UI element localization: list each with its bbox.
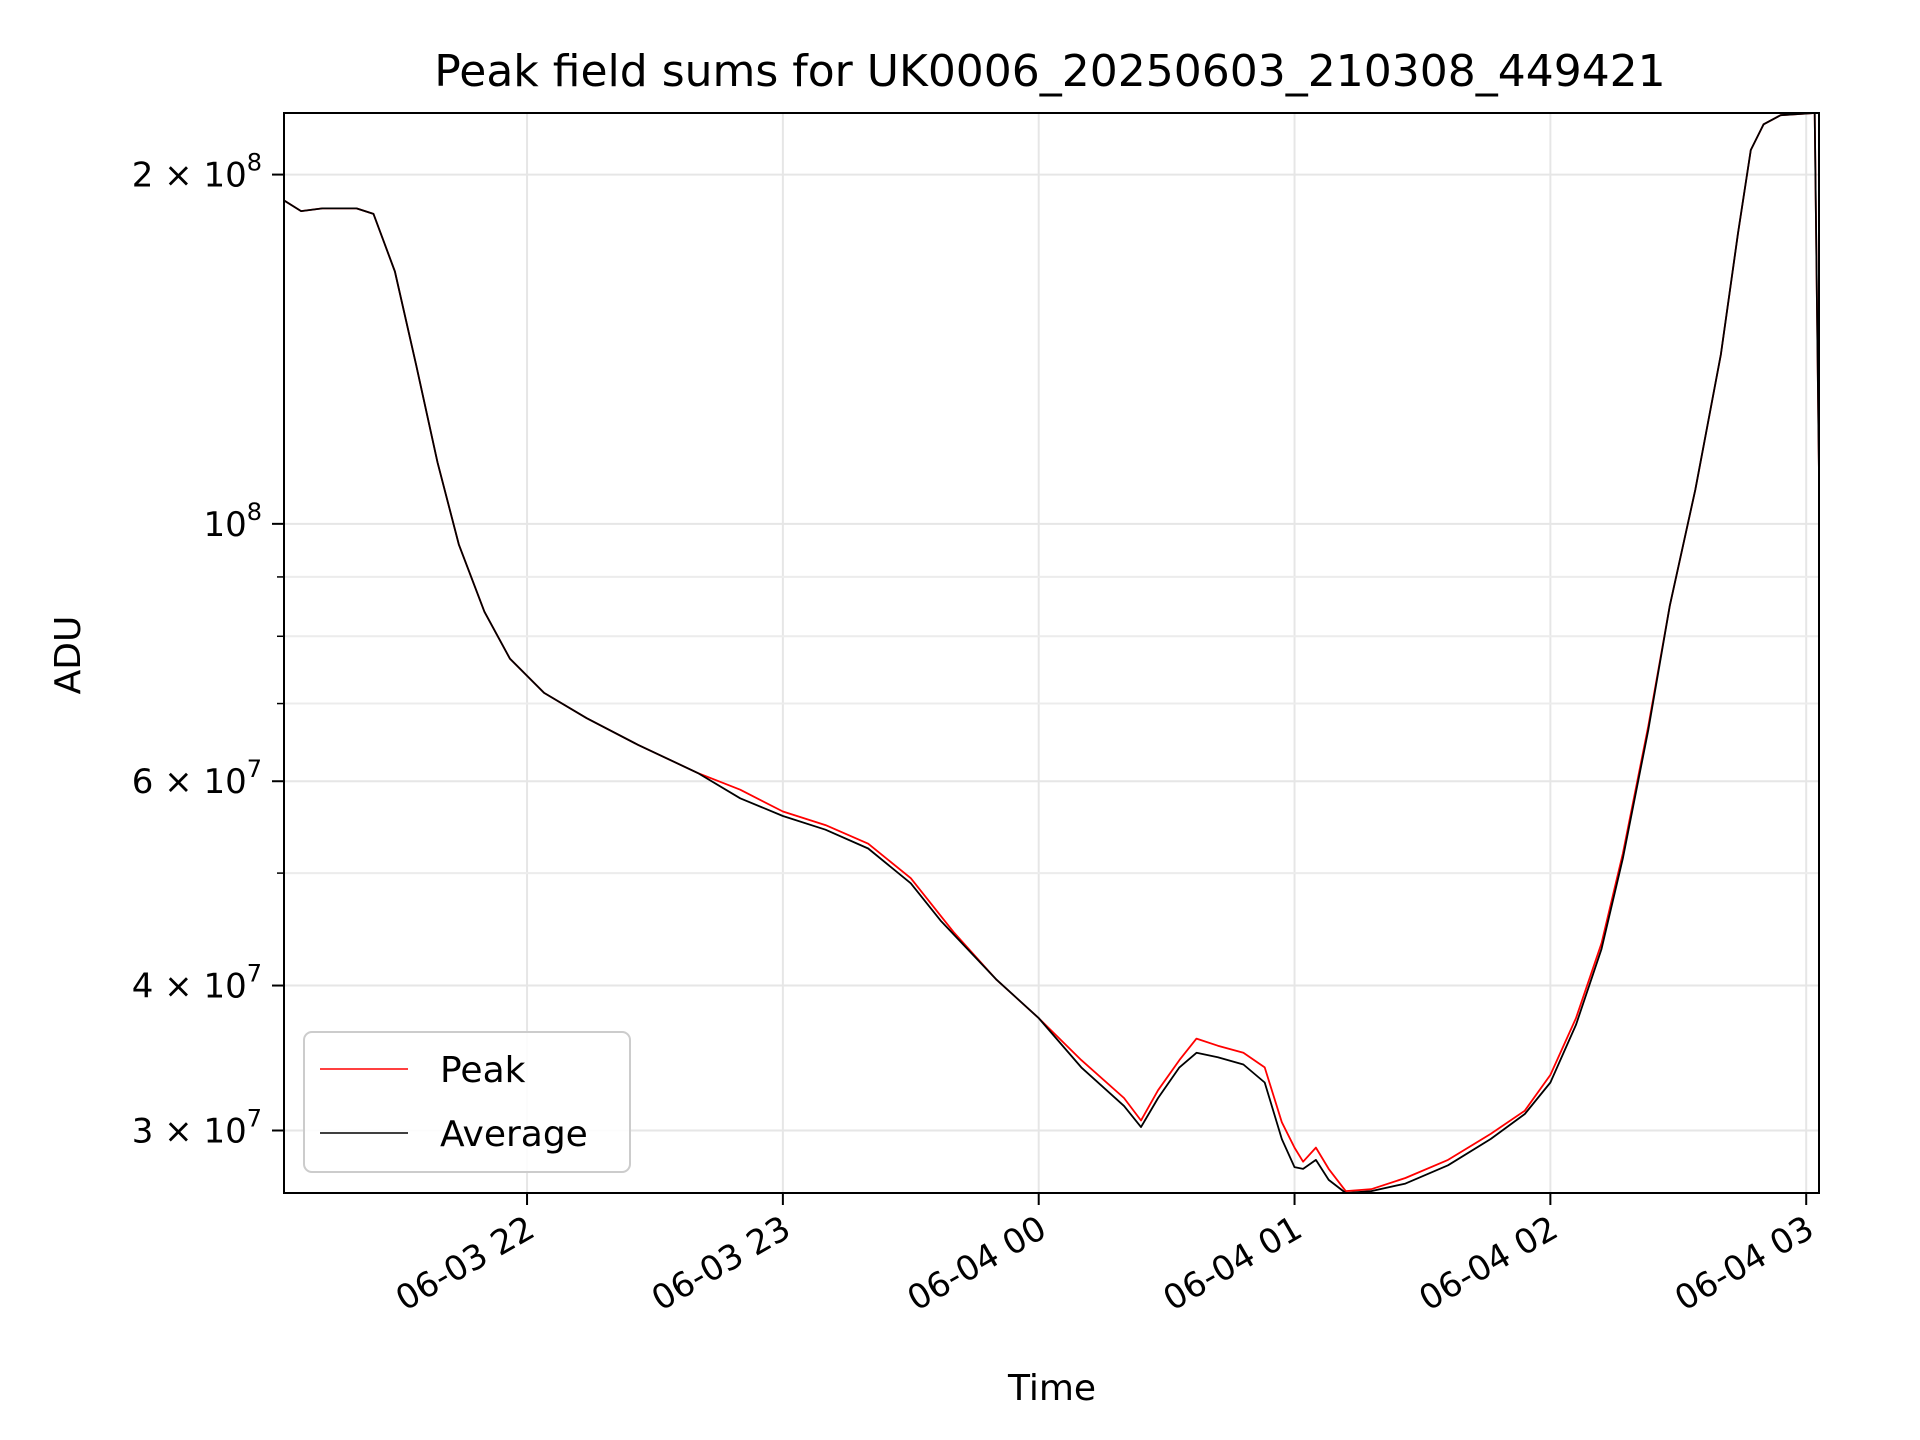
y-axis-ticks: 3 × 107 4 × 107 6 × 107 108 2 × 108 [132,149,284,1151]
legend: Peak Average [303,1031,631,1173]
y-tick-label: 3 × 107 [132,1104,262,1151]
series-line-average [284,112,1819,1194]
legend-label-average: Average [440,1114,588,1155]
series-lines [284,112,1819,1194]
y-tick-label: 4 × 107 [132,960,262,1007]
y-tick-label: 2 × 108 [132,149,262,196]
y-tick-label: 6 × 107 [132,755,262,802]
legend-box [303,1031,631,1173]
y-tick-label: 108 [203,498,262,545]
x-axis-label: Time [1007,1368,1096,1409]
legend-label-peak: Peak [440,1050,526,1091]
plot-frame [283,112,1820,1194]
y-axis-label: ADU [48,616,89,695]
chart-title: Peak field sums for UK0006_20250603_2103… [434,46,1665,97]
